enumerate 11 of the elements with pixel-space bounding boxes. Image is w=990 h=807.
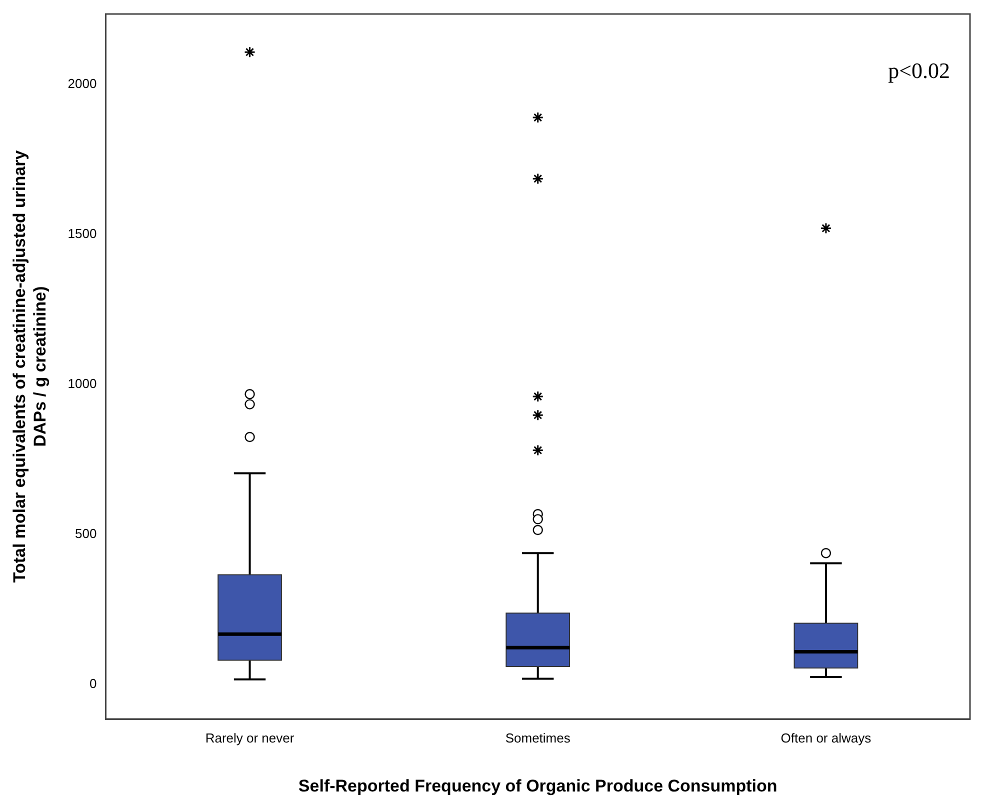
x-tick-label: Sometimes: [505, 730, 571, 746]
x-tick-label: Often or always: [780, 730, 872, 746]
y-tick-label: 500: [75, 526, 97, 542]
y-tick-label: 2000: [68, 76, 97, 92]
x-tick-label: Rarely or never: [205, 730, 295, 746]
y-tick-label: 0: [89, 676, 97, 692]
y-axis-title: Total molar equivalents of creatinine-adjusted urinary DAPs / g creatinine): [10, 150, 50, 583]
annotation: p<0.02: [888, 58, 950, 83]
x-axis-title: Self-Reported Frequency of Organic Produce Consumption: [298, 776, 778, 796]
y-tick-label: 1500: [68, 226, 97, 242]
y-tick-label: 1000: [68, 376, 97, 392]
